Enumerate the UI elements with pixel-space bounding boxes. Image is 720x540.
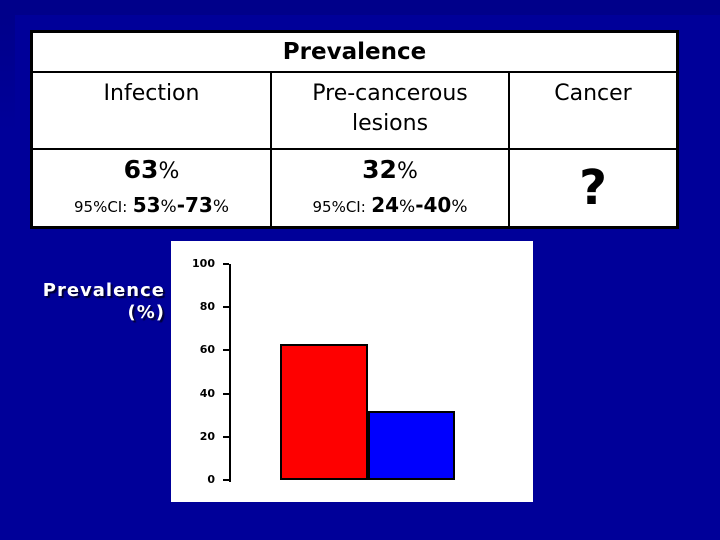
ci-dash: - bbox=[415, 193, 424, 217]
infection-confidence-interval: 95%CI: 53%-73% bbox=[74, 193, 229, 217]
ci-low: 53 bbox=[132, 193, 161, 217]
value-cell-precancerous: 32% 95%CI: 24%-40% bbox=[270, 150, 508, 226]
ci-dash: - bbox=[176, 193, 185, 217]
column-header-cancer-label: Cancer bbox=[554, 81, 632, 106]
ci-high-unit: % bbox=[212, 197, 229, 217]
column-header-precancerous: Pre-cancerous lesions bbox=[270, 73, 508, 150]
ci-high: 73 bbox=[185, 193, 213, 217]
y-tick-mark bbox=[223, 306, 229, 309]
ci-label: 95%CI: bbox=[73, 198, 128, 216]
ci-high-unit: % bbox=[451, 197, 468, 217]
bar-chart: 0 20 40 60 80 100 bbox=[171, 241, 533, 502]
cancer-unknown-mark: ? bbox=[579, 159, 607, 216]
infection-prevalence-value: 63% bbox=[124, 155, 180, 184]
bar-pre-cancerous-lesions bbox=[368, 411, 455, 480]
y-tick-label: 80 bbox=[199, 300, 215, 314]
precancerous-prevalence-value: 32% bbox=[362, 155, 418, 184]
precancerous-percent-number: 32 bbox=[362, 155, 397, 184]
slide-frame-top bbox=[0, 0, 720, 15]
column-header-precancerous-label: Pre-cancerous lesions bbox=[312, 81, 468, 136]
chart-y-axis-title: Prevalence (%) bbox=[20, 280, 165, 324]
y-tick-label: 60 bbox=[199, 343, 215, 357]
y-tick-mark bbox=[223, 392, 229, 395]
infection-percent-sign: % bbox=[158, 159, 180, 184]
y-tick-mark bbox=[223, 263, 229, 265]
y-tick-label: 20 bbox=[199, 429, 215, 443]
column-header-infection-label: Infection bbox=[103, 81, 200, 106]
table-title: Prevalence bbox=[33, 33, 676, 73]
infection-percent-number: 63 bbox=[123, 155, 159, 184]
ci-high: 40 bbox=[423, 193, 452, 217]
precancerous-confidence-interval: 95%CI: 24%-40% bbox=[312, 193, 467, 217]
bar-infection bbox=[280, 344, 368, 480]
chart-y-axis-title-line1: Prevalence bbox=[42, 280, 165, 301]
precancerous-percent-sign: % bbox=[396, 159, 418, 184]
ci-label: 95%CI: bbox=[312, 198, 366, 216]
prevalence-table: Prevalence Infection Pre-cancerous lesio… bbox=[30, 30, 679, 229]
y-tick-label: 100 bbox=[192, 257, 215, 270]
column-header-infection: Infection bbox=[33, 73, 270, 150]
y-tick-mark bbox=[223, 349, 229, 352]
column-header-cancer: Cancer bbox=[508, 73, 676, 150]
ci-low-unit: % bbox=[160, 197, 177, 217]
y-tick-mark bbox=[223, 479, 229, 481]
y-tick-mark bbox=[223, 435, 229, 438]
value-cell-infection: 63% 95%CI: 53%-73% bbox=[33, 150, 270, 226]
chart-y-axis-title-line2: (%) bbox=[127, 302, 165, 323]
ci-low-unit: % bbox=[399, 197, 416, 217]
y-tick-label: 40 bbox=[199, 386, 215, 400]
value-cell-cancer: ? bbox=[508, 150, 676, 226]
ci-low: 24 bbox=[371, 193, 400, 217]
y-axis-line bbox=[229, 264, 231, 482]
y-tick-label: 0 bbox=[207, 473, 215, 486]
slide-frame-left bbox=[0, 15, 15, 130]
